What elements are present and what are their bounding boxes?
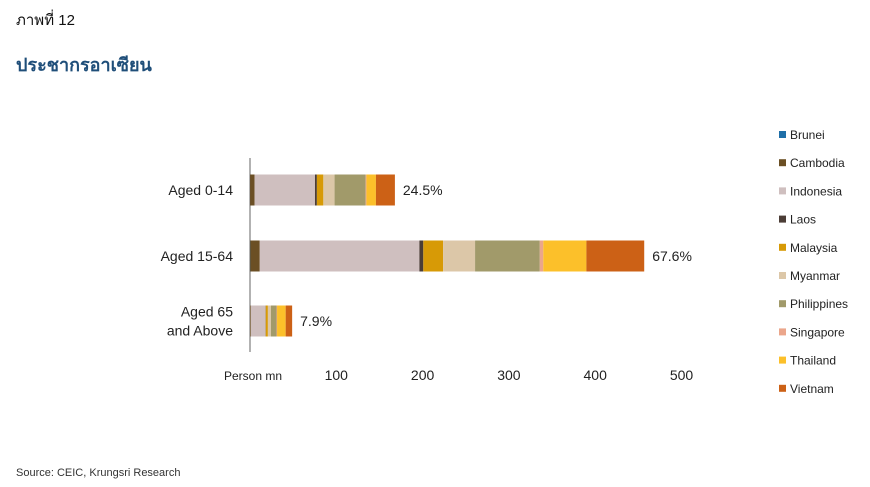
legend-label-myanmar: Myanmar (790, 269, 840, 283)
bar-segment-cambodia-2 (250, 305, 251, 337)
legend-label-brunei: Brunei (790, 128, 825, 142)
category-label-0: Aged 0-14 (168, 182, 233, 198)
bar-segment-vietnam-1 (586, 240, 645, 272)
bar-segment-indonesia-1 (259, 240, 420, 272)
x-tick-label-3: 400 (584, 367, 608, 383)
legend-swatch-vietnam (779, 384, 786, 392)
legend-swatch-myanmar (779, 272, 786, 279)
legend-label-cambodia: Cambodia (790, 156, 845, 170)
legend-label-malaysia: Malaysia (790, 241, 838, 255)
x-tick-label-4: 500 (670, 367, 694, 383)
bar-segment-thailand-2 (277, 305, 286, 337)
legend-swatch-philippines (779, 300, 786, 308)
legend-swatch-malaysia (779, 243, 786, 251)
bar-segment-thailand-0 (366, 174, 376, 206)
legend-label-thailand: Thailand (790, 354, 836, 368)
bar-segment-vietnam-2 (285, 305, 293, 337)
bar-segment-laos-1 (419, 240, 424, 272)
figure-label: ภาพที่ 12 (16, 12, 75, 29)
share-label-0: 24.5% (403, 182, 443, 198)
bar-segment-singapore-1 (539, 240, 544, 272)
bar-segment-indonesia-2 (250, 305, 266, 337)
legend-label-laos: Laos (790, 213, 816, 227)
figure-title: ประชากรอาเซียน (16, 55, 152, 75)
bar-segment-malaysia-2 (265, 305, 268, 337)
category-label-2-line1: and Above (167, 323, 233, 339)
legend-swatch-thailand (779, 356, 786, 364)
legend: Brunei Cambodia Indonesia Laos Malaysia Myanm… (779, 128, 848, 396)
bar-segment-cambodia-1 (250, 240, 260, 272)
bar-segment-philippines-0 (334, 174, 366, 206)
legend-swatch-indonesia (779, 187, 786, 195)
bar-segment-cambodia-0 (250, 174, 255, 206)
bar-segment-vietnam-0 (375, 174, 395, 206)
legend-label-singapore: Singapore (790, 325, 845, 339)
bar-segment-thailand-1 (543, 240, 587, 272)
bars-layer (249, 158, 645, 352)
bar-segment-philippines-1 (475, 240, 540, 272)
bar-segment-singapore-0 (365, 174, 367, 206)
share-label-2: 7.9% (300, 313, 332, 329)
x-tick-label-0: 100 (325, 367, 349, 383)
legend-swatch-laos (779, 215, 786, 223)
legend-label-vietnam: Vietnam (790, 382, 834, 396)
bar-segment-laos-0 (314, 174, 317, 206)
labels-layer: 24.5% Aged 0-14 67.6% Aged 15-64 7.9% Aged 65… (161, 182, 694, 383)
category-label-2-line0: Aged 65 (181, 304, 233, 320)
bar-segment-singapore-2 (276, 305, 278, 337)
legend-swatch-cambodia (779, 159, 786, 167)
x-axis-unit-label: Person mn (224, 369, 282, 383)
x-tick-label-1: 200 (411, 367, 435, 383)
legend-swatch-brunei (779, 131, 786, 138)
bar-segment-indonesia-0 (254, 174, 315, 206)
bar-segment-myanmar-2 (267, 305, 271, 337)
category-label-1: Aged 15-64 (161, 248, 234, 264)
share-label-1: 67.6% (652, 248, 692, 264)
legend-swatch-singapore (779, 328, 786, 336)
bar-segment-myanmar-0 (323, 174, 335, 206)
bar-segment-malaysia-0 (316, 174, 324, 206)
bar-segment-philippines-2 (270, 305, 277, 337)
source-note: Source: CEIC, Krungsri Research (16, 467, 181, 479)
legend-label-philippines: Philippines (790, 297, 848, 311)
x-tick-label-2: 300 (497, 367, 521, 383)
bar-segment-malaysia-1 (423, 240, 444, 272)
bar-segment-myanmar-1 (443, 240, 476, 272)
legend-label-indonesia: Indonesia (790, 184, 842, 198)
